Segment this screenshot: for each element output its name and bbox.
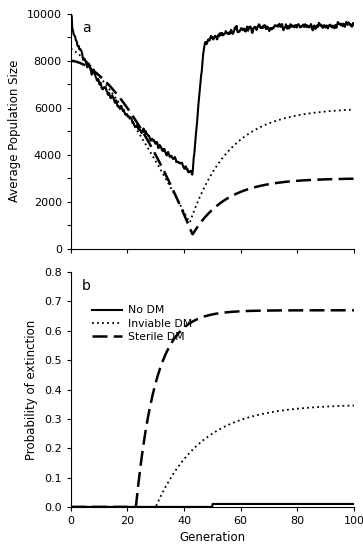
Inviable DM bbox=[352, 402, 356, 409]
Text: a: a bbox=[82, 21, 91, 35]
Inviable DM bbox=[197, 440, 201, 447]
No DM bbox=[69, 504, 73, 510]
Y-axis label: Average Population Size: Average Population Size bbox=[8, 60, 21, 202]
No DM bbox=[197, 504, 201, 510]
No DM bbox=[258, 501, 262, 507]
Inviable DM bbox=[119, 504, 123, 510]
Line: No DM: No DM bbox=[71, 504, 354, 507]
Sterile DM bbox=[142, 440, 146, 447]
Sterile DM bbox=[69, 504, 73, 510]
Sterile DM bbox=[282, 307, 286, 314]
Inviable DM bbox=[142, 504, 146, 510]
Sterile DM bbox=[119, 504, 123, 510]
No DM bbox=[142, 504, 146, 510]
Inviable DM bbox=[258, 411, 262, 418]
No DM bbox=[352, 501, 356, 507]
Sterile DM bbox=[258, 307, 262, 314]
No DM bbox=[282, 501, 287, 507]
Inviable DM bbox=[236, 418, 240, 424]
Legend: No DM, Inviable DM, Sterile DM: No DM, Inviable DM, Sterile DM bbox=[87, 301, 196, 346]
No DM bbox=[211, 501, 215, 507]
Inviable DM bbox=[69, 504, 73, 510]
No DM bbox=[236, 501, 240, 507]
Y-axis label: Probability of extinction: Probability of extinction bbox=[25, 320, 38, 460]
X-axis label: Generation: Generation bbox=[179, 531, 245, 545]
No DM bbox=[119, 504, 123, 510]
Text: b: b bbox=[82, 279, 91, 293]
Sterile DM bbox=[352, 307, 356, 314]
Line: Sterile DM: Sterile DM bbox=[71, 310, 354, 507]
Inviable DM bbox=[282, 407, 286, 414]
Sterile DM bbox=[236, 308, 240, 315]
Sterile DM bbox=[197, 315, 201, 322]
Line: Inviable DM: Inviable DM bbox=[71, 406, 354, 507]
